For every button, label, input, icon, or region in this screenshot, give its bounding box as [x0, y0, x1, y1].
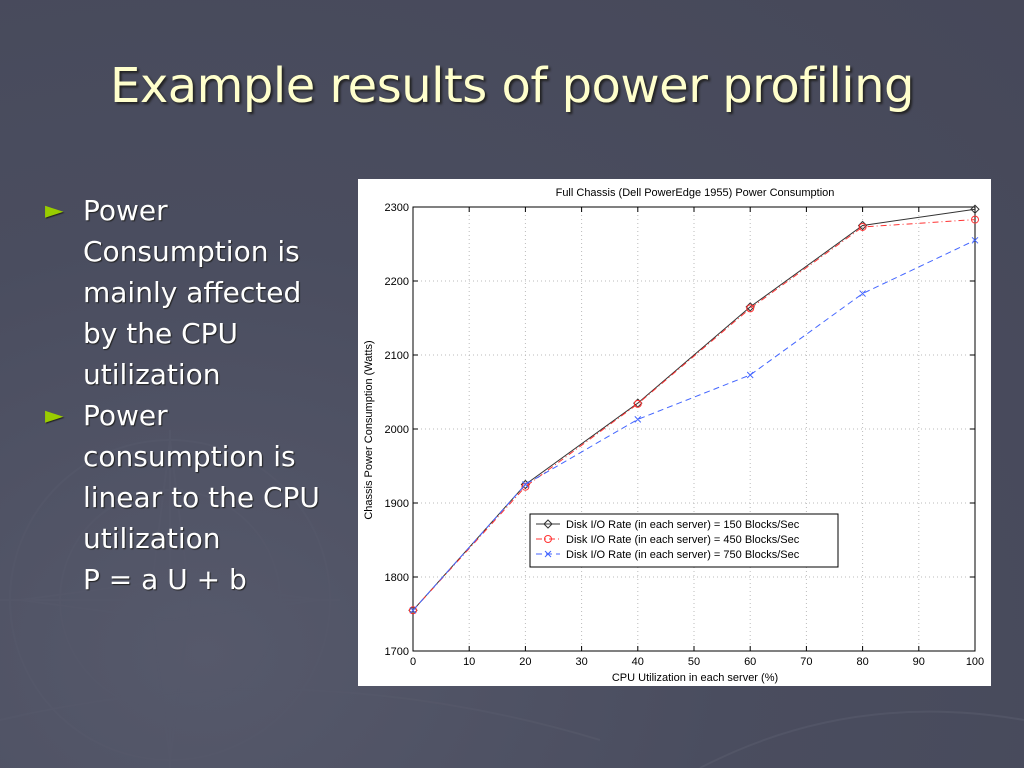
x-tick-label: 100 [966, 656, 984, 668]
data-point-marker [409, 606, 417, 615]
x-tick-label: 0 [410, 656, 416, 668]
y-tick-label: 2200 [385, 276, 409, 288]
x-tick-label: 70 [800, 656, 812, 668]
y-tick-label: 2000 [385, 424, 409, 436]
y-tick-label: 1700 [385, 646, 409, 658]
legend-box [529, 513, 839, 568]
x-tick-label: 20 [519, 656, 531, 668]
bullet-item-cpu-effect: ► Power Consumption is mainly affected b… [45, 190, 345, 395]
data-point-marker [858, 222, 867, 231]
y-tick-label: 1900 [385, 498, 409, 510]
x-tick-label: 30 [575, 656, 587, 668]
y-tick-label: 2100 [385, 350, 409, 362]
legend-entry-label: Disk I/O Rate (in each server) = 750 Blo… [566, 549, 800, 561]
x-tick-label: 90 [913, 656, 925, 668]
data-point-marker [970, 204, 980, 214]
y-tick-label: 2300 [385, 202, 409, 214]
chart-panel: Full Chassis (Dell PowerEdge 1955) Power… [358, 179, 991, 686]
series-750-blocks-line [412, 239, 976, 611]
bullet-text-line: linear to the CPU [83, 481, 320, 514]
bullet-text-line: consumption is [83, 440, 296, 473]
y-tick-label: 1800 [385, 572, 409, 584]
bullet-arrow-icon: ► [45, 196, 64, 224]
x-tick-label: 80 [856, 656, 868, 668]
bullet-text-line: utilization [83, 358, 221, 391]
x-axis-label: CPU Utilization in each server (%) [612, 672, 778, 684]
data-point-marker [746, 304, 755, 313]
data-point-marker [409, 606, 417, 614]
bullet-text-line: Power [83, 399, 168, 432]
x-tick-label: 10 [463, 656, 475, 668]
bullet-text-line: utilization [83, 522, 221, 555]
legend-marker [544, 550, 552, 558]
legend-entry-label: Disk I/O Rate (in each server) = 450 Blo… [566, 534, 800, 546]
bullet-text-line: Power [83, 194, 168, 227]
slide-title: Example results of power profiling [109, 58, 915, 114]
y-axis-label: Chassis Power Consumption (Watts) [363, 340, 375, 519]
chart-title: Full Chassis (Dell PowerEdge 1955) Power… [556, 187, 835, 199]
bullet-text-line: by the CPU [83, 317, 239, 350]
data-point-marker [522, 481, 529, 488]
x-tick-label: 40 [632, 656, 644, 668]
bullet-list: ► Power Consumption is mainly affected b… [45, 190, 345, 600]
x-tick-label: 60 [744, 656, 756, 668]
data-point-marker [971, 215, 979, 224]
legend-marker [543, 519, 553, 529]
bullet-formula: P = a U + b [83, 563, 247, 596]
series-450-blocks-line [412, 219, 976, 611]
legend-marker [544, 535, 552, 543]
legend-entry-label: Disk I/O Rate (in each server) = 150 Blo… [566, 519, 800, 531]
bullet-text-line: mainly affected [83, 276, 302, 309]
data-point-marker [634, 416, 642, 423]
data-point-marker [971, 236, 979, 244]
data-point-marker [521, 482, 530, 491]
x-tick-label: 50 [688, 656, 700, 668]
data-point-marker [859, 290, 866, 297]
bullet-arrow-icon: ► [45, 401, 64, 429]
power-consumption-chart: Full Chassis (Dell PowerEdge 1955) Power… [363, 187, 984, 684]
bullet-text-line: Consumption is [83, 235, 300, 268]
data-point-marker [746, 371, 754, 379]
bullet-item-linear: ► Power consumption is linear to the CPU… [45, 395, 345, 600]
data-point-marker [633, 399, 642, 408]
